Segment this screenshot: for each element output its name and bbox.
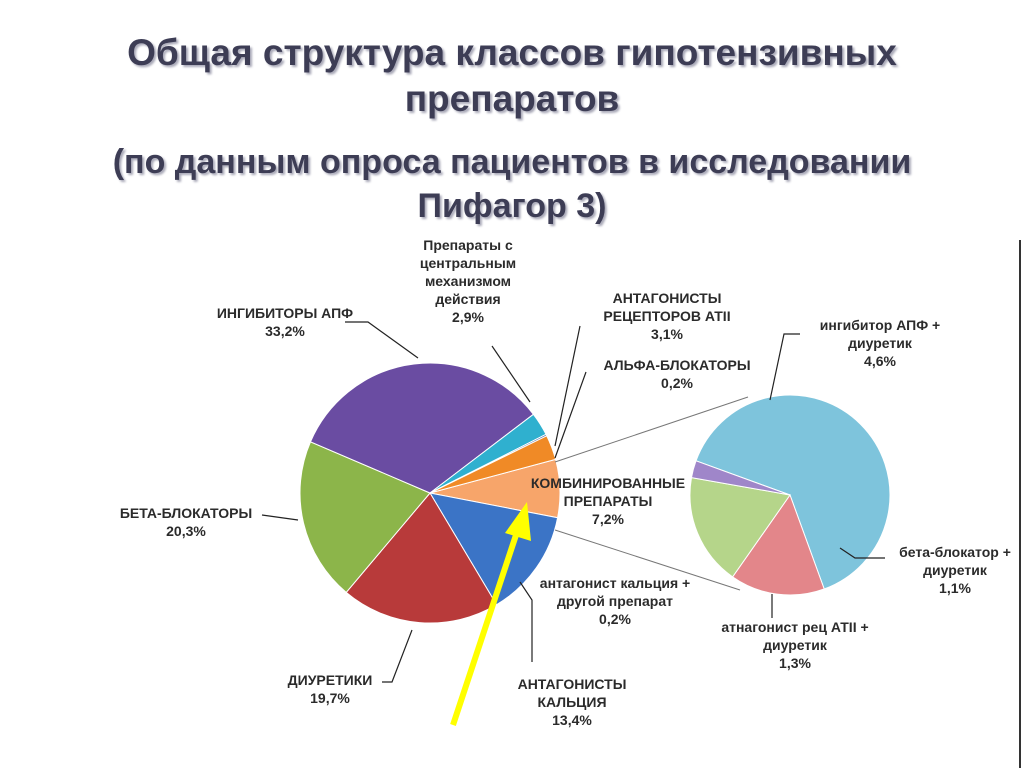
- slide-edge-line: [1019, 240, 1021, 768]
- data-label-line: бета-блокатор +: [899, 544, 1011, 560]
- secondary-pie: [689, 394, 891, 596]
- pie-slice-бета-блокатор-диуретик: [731, 493, 825, 596]
- chart-title-line-1: Общая структура классов гипотензивных: [127, 32, 897, 73]
- data-label-line: Препараты с: [423, 237, 513, 253]
- data-label-line: 4,6%: [864, 353, 896, 369]
- data-label-beta: БЕТА-БЛОКАТОРЫ 20,3%: [120, 505, 252, 539]
- data-label-line: 0,2%: [661, 375, 693, 391]
- data-label-line: 0,2%: [599, 611, 631, 627]
- data-label-line: КАЛЬЦИЯ: [537, 694, 606, 710]
- leader-ace-diur: [769, 333, 800, 401]
- data-label-calcium: АНТАГОНИСТЫ КАЛЬЦИЯ 13,4%: [518, 676, 627, 728]
- connector-bottom: [554, 529, 741, 591]
- data-label-line: диуретик: [848, 335, 913, 351]
- data-label-line: АНТАГОНИСТЫ: [613, 290, 722, 306]
- chart-subtitle: (по данным опроса пациентов в исследован…: [0, 140, 1024, 228]
- data-label-line: 33,2%: [265, 323, 305, 339]
- data-label-line: 20,3%: [166, 523, 206, 539]
- pie-slice-антагонисты-рецепторов-атii: [429, 435, 557, 494]
- data-label-line: 1,3%: [779, 655, 811, 671]
- leader-beta-diur: [839, 547, 885, 559]
- leader-arb: [554, 325, 581, 447]
- leader-calcium: [519, 581, 533, 662]
- data-label-line: АНТАГОНИСТЫ: [518, 676, 627, 692]
- pie-slice-ингибитор-апф-диуретик: [695, 394, 891, 590]
- leader-central: [491, 345, 531, 403]
- chart-title: Общая структура классов гипотензивных пр…: [0, 30, 1024, 122]
- connector-top: [554, 396, 749, 463]
- data-label-ace-diur: ингибитор АПФ + диуретик 4,6%: [820, 317, 940, 369]
- data-label-line: антагонист кальция +: [540, 575, 690, 591]
- chart-subtitle-line-2: Пифагор 3): [417, 187, 607, 225]
- pie-slice-ингибиторы-апф: [309, 362, 535, 494]
- pie-slice-диуретики: [345, 492, 498, 624]
- leader-ace: [345, 321, 419, 359]
- leader-diuretics: [382, 629, 413, 683]
- data-label-diuretics: ДИУРЕТИКИ 19,7%: [288, 672, 373, 706]
- pie-connector-lines: [554, 396, 749, 591]
- data-label-line: 7,2%: [592, 511, 624, 527]
- data-label-line: центральным: [420, 255, 516, 271]
- leader-beta: [261, 514, 299, 521]
- data-label-line: 3,1%: [651, 326, 683, 342]
- data-label-line: БЕТА-БЛОКАТОРЫ: [120, 505, 252, 521]
- chart-title-line-2: препаратов: [404, 78, 620, 119]
- data-label-line: 2,9%: [452, 309, 484, 325]
- data-label-line: АЛЬФА-БЛОКАТОРЫ: [603, 357, 750, 373]
- arrow-head: [505, 502, 531, 541]
- pie-slice-антагонист-кальция-другой-препарат: [690, 460, 791, 496]
- data-label-line: 1,1%: [939, 580, 971, 596]
- data-label-arb: АНТАГОНИСТЫ РЕЦЕПТОРОВ АТII 3,1%: [603, 290, 730, 342]
- data-label-line: механизмом: [425, 273, 511, 289]
- data-label-central: Препараты с центральным механизмом действия…: [420, 237, 516, 325]
- data-label-line: другой препарат: [557, 593, 673, 609]
- leader-alpha: [554, 371, 587, 459]
- data-labels: ИНГИБИТОРЫ АПФ 33,2% Препараты с центральны…: [120, 237, 1011, 728]
- data-label-line: КОМБИНИРОВАННЫЕ: [531, 475, 685, 491]
- leader-lines: [261, 321, 885, 683]
- data-label-line: РЕЦЕПТОРОВ АТII: [603, 308, 730, 324]
- chart-subtitle-line-1: (по данным опроса пациентов в исследован…: [112, 143, 912, 181]
- data-label-alpha: АЛЬФА-БЛОКАТОРЫ 0,2%: [603, 357, 750, 391]
- data-label-ca-other: антагонист кальция + другой препарат 0,2%: [540, 575, 690, 627]
- data-label-ace: ИНГИБИТОРЫ АПФ 33,2%: [217, 305, 353, 339]
- data-label-line: 19,7%: [310, 690, 350, 706]
- data-label-beta-diur: бета-блокатор + диуретик 1,1%: [899, 544, 1011, 596]
- data-label-line: ПРЕПАРАТЫ: [564, 493, 653, 509]
- data-label-line: атнагонист рец АТII +: [721, 619, 868, 635]
- pie-slice-атнагонист-рец-атii-диуретик: [689, 477, 791, 578]
- arrow-shaft: [450, 531, 520, 726]
- main-pie: [299, 362, 561, 624]
- data-label-arb-diur: атнагонист рец АТII + диуретик 1,3%: [721, 619, 868, 671]
- data-label-line: диуретик: [763, 637, 828, 653]
- data-label-line: 13,4%: [552, 712, 592, 728]
- highlight-arrow: [450, 502, 531, 726]
- data-label-line: диуретик: [923, 562, 988, 578]
- data-label-line: ДИУРЕТИКИ: [288, 672, 373, 688]
- data-label-line: ингибитор АПФ +: [820, 317, 940, 333]
- data-label-combined: КОМБИНИРОВАННЫЕ ПРЕПАРАТЫ 7,2%: [531, 475, 685, 527]
- data-label-line: ИНГИБИТОРЫ АПФ: [217, 305, 353, 321]
- data-label-line: действия: [435, 291, 500, 307]
